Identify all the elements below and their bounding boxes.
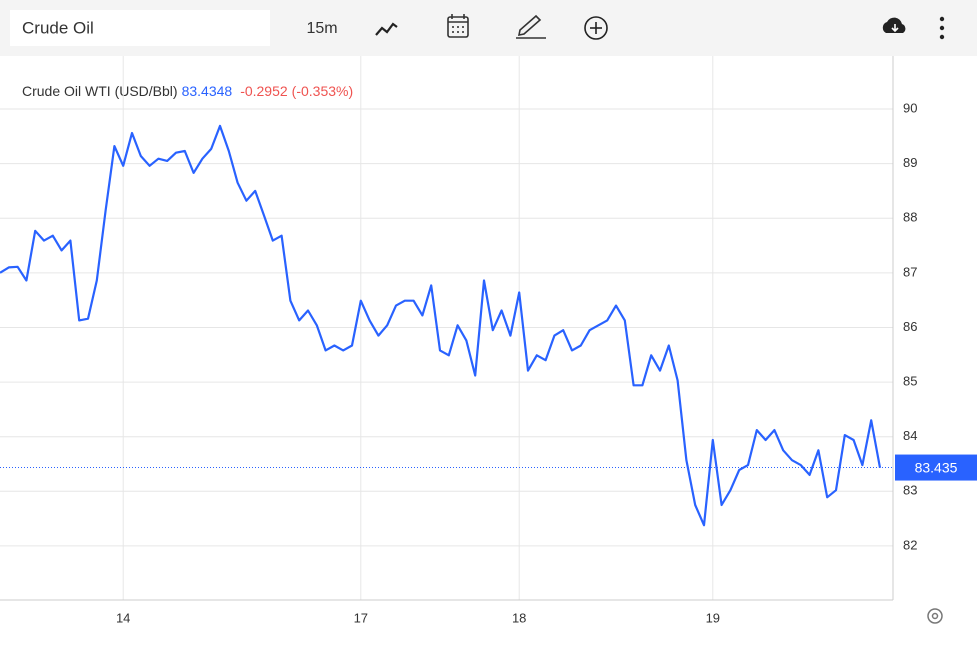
interval-button[interactable]: 15m [306,20,337,37]
price-change-percent: (-0.353%) [292,83,353,99]
download-icon[interactable] [882,17,906,33]
y-tick-label: 89 [903,155,917,170]
x-tick-label: 17 [354,610,368,625]
chart-header: Crude Oil WTI (USD/Bbl) 83.4348 -0.2952 (-0… [22,83,353,99]
y-tick-label: 84 [903,428,917,443]
x-tick-label: 14 [116,610,130,625]
chart-type-icon[interactable] [375,22,398,36]
menu-icon[interactable] [939,16,945,40]
price-line-series [0,124,882,527]
x-tick-label: 19 [706,610,720,625]
calendar-icon[interactable] [447,14,469,38]
symbol-text[interactable]: Crude Oil [22,18,94,37]
symbol-search[interactable] [10,10,270,46]
price-change: -0.2952 [240,83,288,99]
draw-icon[interactable] [516,14,546,39]
x-tick-label: 18 [512,610,526,625]
add-icon[interactable] [584,16,608,40]
y-tick-label: 87 [903,264,917,279]
download-arrow [891,24,899,33]
y-tick-label: 88 [903,210,917,225]
y-tick-label: 85 [903,374,917,389]
last-price-label: 83.435 [915,459,958,475]
y-tick-label: 83 [903,483,917,498]
y-tick-label: 86 [903,319,917,334]
chart-title: Crude Oil WTI (USD/Bbl) [22,83,178,99]
y-tick-label: 90 [903,100,917,115]
last-price-label-box [895,454,977,481]
settings-icon[interactable] [927,608,943,624]
y-tick-label: 82 [903,537,917,552]
last-price: 83.4348 [182,83,233,99]
